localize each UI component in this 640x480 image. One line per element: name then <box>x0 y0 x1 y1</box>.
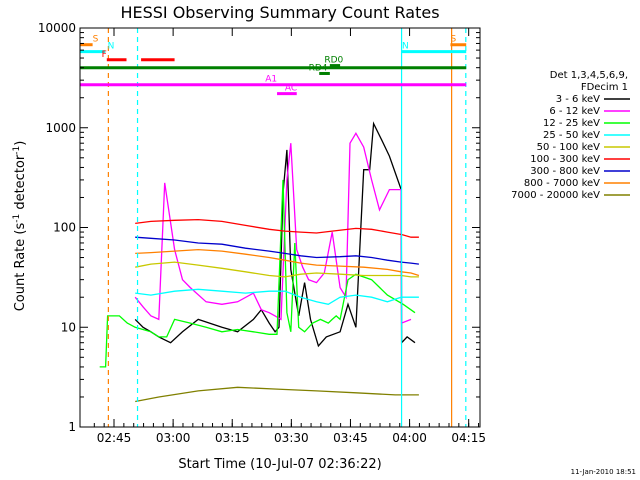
y-tick-label-2: 100 <box>53 221 76 235</box>
legend-label-1: 6 - 12 keV <box>549 106 600 117</box>
legend-label-2: 12 - 25 keV <box>543 118 600 129</box>
x-tick-label-2: 03:15 <box>215 431 250 445</box>
series-line-3 <box>135 288 419 305</box>
y-tick-label-0: 1 <box>68 420 76 434</box>
y-tick-label-4: 10000 <box>38 21 76 35</box>
y-axis-label-sup: -1 <box>12 214 22 223</box>
x-tick-label-3: 03:30 <box>274 431 309 445</box>
series-line-7 <box>135 248 420 277</box>
legend-label-3: 25 - 50 keV <box>543 130 600 141</box>
y-axis-label-end: ) <box>13 141 28 146</box>
legend-label-4: 50 - 100 keV <box>537 142 601 153</box>
chart-title: HESSI Observing Summary Count Rates <box>120 3 439 22</box>
y-tick-label-1: 10 <box>61 320 76 334</box>
x-tick-label-6: 04:15 <box>451 431 486 445</box>
legend-header-0: Det 1,3,4,5,6,9, <box>550 70 628 81</box>
flag-label-10: RD0 <box>324 56 343 66</box>
x-tick-label-1: 03:00 <box>156 431 191 445</box>
series-line-6 <box>135 236 419 265</box>
legend-label-7: 800 - 7000 keV <box>524 178 600 189</box>
series-line-4 <box>135 261 419 278</box>
x-axis-label: Start Time (10-Jul-07 02:36:22) <box>178 457 381 472</box>
legend-label-5: 100 - 300 keV <box>530 154 600 165</box>
y-axis-label-mid: detector <box>13 154 28 214</box>
series-line-8 <box>135 386 419 403</box>
legend-label-8: 7000 - 20000 keV <box>511 190 600 201</box>
footer-date: 11-Jan-2010 18:51 <box>571 468 636 476</box>
flag-label-8: AC <box>285 84 297 94</box>
legend-header-1: FDecim 1 <box>581 82 628 93</box>
flag-label-3: N <box>402 42 409 52</box>
y-axis-label-main: Count Rate (s <box>13 223 28 312</box>
x-tick-label-4: 03:45 <box>333 431 368 445</box>
flag-label-0: S <box>93 35 99 45</box>
series-layer <box>99 121 420 403</box>
x-tick-label-5: 04:00 <box>392 431 427 445</box>
legend-label-0: 3 - 6 keV <box>556 94 600 105</box>
flag-label-9: RD4 <box>309 63 328 73</box>
y-tick-label-3: 1000 <box>45 121 76 135</box>
flag-label-4: F <box>102 50 107 60</box>
x-tick-label-0: 02:45 <box>97 431 132 445</box>
legend-label-6: 300 - 800 keV <box>530 166 600 177</box>
axes-layer: 02:45 03:00 03:15 03:30 03:45 04:00 04:15 1 10 10… <box>38 21 486 445</box>
series-line-1 <box>134 132 412 325</box>
flag-label-7: A1 <box>265 75 277 85</box>
series-line-2 <box>99 179 416 368</box>
y-axis-label: Count Rate (s-1 detector-1) <box>12 141 28 312</box>
flag-label-2: N <box>108 42 115 52</box>
y-axis-label-sup2: -1 <box>12 146 22 155</box>
flag-label-1: S <box>450 35 456 45</box>
